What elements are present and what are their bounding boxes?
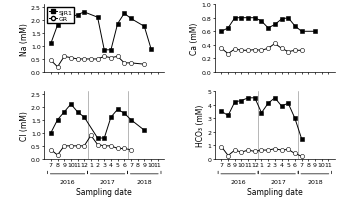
Text: 2018: 2018 (136, 179, 152, 184)
Text: 2018: 2018 (307, 179, 323, 184)
Text: 2016: 2016 (60, 179, 75, 184)
Y-axis label: Ca (mM): Ca (mM) (190, 23, 199, 55)
X-axis label: Sampling date: Sampling date (76, 187, 132, 196)
Legend: SJR1, GR: SJR1, GR (47, 8, 74, 24)
Text: 2017: 2017 (270, 179, 286, 184)
Text: 2016: 2016 (230, 179, 246, 184)
X-axis label: Sampling date: Sampling date (247, 187, 303, 196)
Y-axis label: Na (mM): Na (mM) (20, 22, 29, 55)
Y-axis label: Cl (mM): Cl (mM) (20, 111, 29, 140)
Text: 2017: 2017 (100, 179, 116, 184)
Y-axis label: HCO₃ (mM): HCO₃ (mM) (196, 104, 205, 146)
